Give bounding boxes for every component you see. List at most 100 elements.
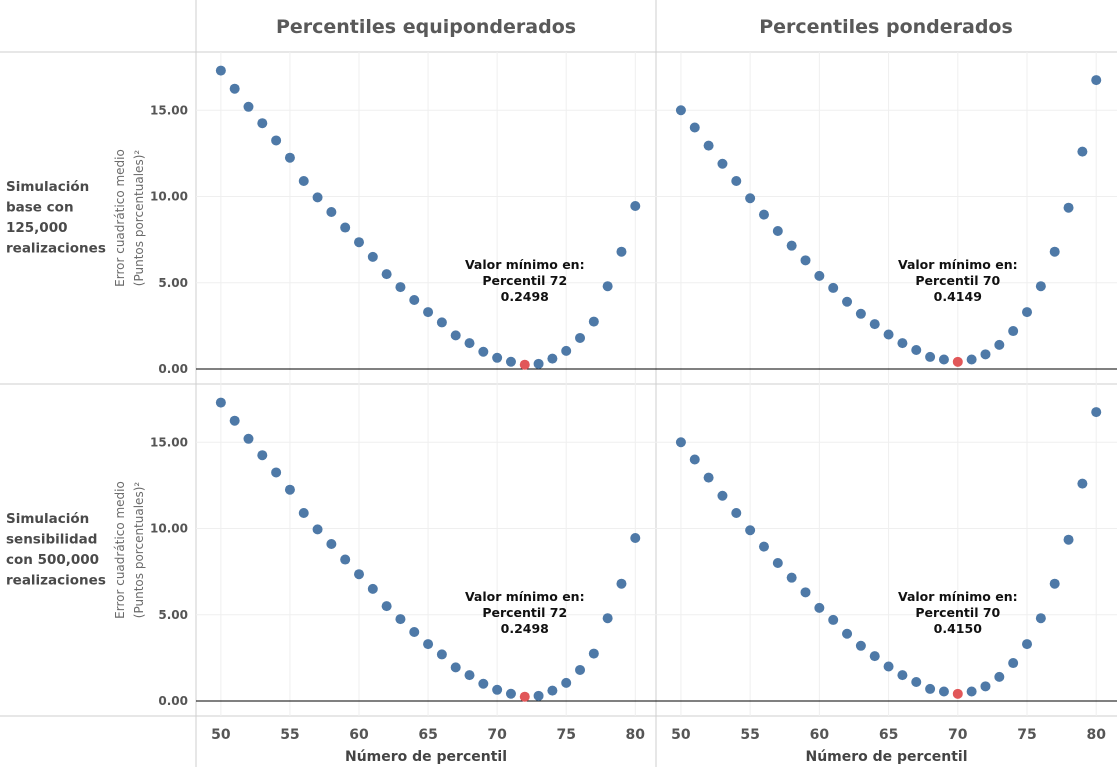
data-point xyxy=(312,192,323,203)
data-point xyxy=(423,639,434,650)
row-labels: Simulación base con 125,000 realizaciones Si… xyxy=(6,179,106,589)
minimum-point xyxy=(952,688,963,699)
data-point xyxy=(1049,578,1060,589)
data-point xyxy=(938,686,949,697)
data-point xyxy=(561,345,572,356)
data-point xyxy=(381,269,392,280)
data-point xyxy=(354,237,365,248)
data-point xyxy=(938,354,949,365)
y-tick-label: 0.00 xyxy=(158,362,188,376)
data-point xyxy=(215,65,226,76)
data-point xyxy=(800,255,811,266)
data-point xyxy=(409,627,420,637)
data-point xyxy=(561,677,572,688)
axes: 0.00 5.00 10.00 15.00 Error cuadrático medio… xyxy=(113,103,1117,765)
row-label-line: Simulación xyxy=(6,179,89,195)
data-point xyxy=(588,316,599,327)
data-point xyxy=(1049,246,1060,257)
minimum-annotation-line: Valor mínimo en: xyxy=(465,257,585,272)
data-point xyxy=(464,670,475,681)
row-label-line: realizaciones xyxy=(6,573,106,589)
x-axis-label: Número de percentil xyxy=(345,749,507,765)
data-point xyxy=(243,433,254,444)
y-tick-label: 15.00 xyxy=(150,103,188,117)
x-tick-label: 75 xyxy=(556,727,575,743)
minimum-point xyxy=(952,356,963,367)
data-point xyxy=(450,330,461,341)
minimum-annotation-line: Valor mínimo en: xyxy=(898,589,1018,604)
data-point xyxy=(925,683,936,694)
data-points xyxy=(215,65,1102,702)
data-point xyxy=(1077,146,1088,157)
data-point xyxy=(689,122,700,133)
data-point xyxy=(1022,639,1033,650)
data-point xyxy=(855,640,866,651)
minimum-annotation-line: Percentil 70 xyxy=(915,273,1000,288)
data-point xyxy=(869,651,880,662)
data-point xyxy=(505,356,516,367)
data-point xyxy=(1091,407,1102,418)
y-axis-unit-label: (Puntos porcentuales)² xyxy=(132,150,146,287)
row-label-line: realizaciones xyxy=(6,241,106,257)
data-point xyxy=(911,677,922,688)
minimum-annotation-line: Percentil 72 xyxy=(482,605,567,620)
y-tick-label: 0.00 xyxy=(158,694,188,708)
data-point xyxy=(842,296,853,307)
data-point xyxy=(630,200,641,211)
data-point xyxy=(547,353,558,364)
y-tick-label: 15.00 xyxy=(150,435,188,449)
data-point xyxy=(215,397,226,408)
minimum-annotation-line: 0.4149 xyxy=(934,289,982,304)
data-point xyxy=(828,614,839,625)
x-tick-label: 75 xyxy=(1017,727,1036,743)
data-point xyxy=(758,209,769,220)
row-label-line: 125,000 xyxy=(6,220,68,236)
data-point xyxy=(772,558,783,568)
data-point xyxy=(994,671,1005,682)
data-point xyxy=(395,614,406,625)
data-point xyxy=(533,690,544,701)
row-label-line: Simulación xyxy=(6,511,89,527)
column-header-equiponderados: Percentiles equiponderados xyxy=(276,16,576,38)
data-point xyxy=(758,541,769,552)
data-point xyxy=(464,338,475,349)
data-point xyxy=(312,524,323,535)
data-point xyxy=(492,684,503,695)
data-point xyxy=(602,613,613,624)
data-point xyxy=(257,450,268,461)
x-tick-label: 65 xyxy=(418,727,437,743)
data-point xyxy=(966,354,977,365)
data-point xyxy=(786,240,797,251)
data-point xyxy=(478,678,489,689)
data-point xyxy=(897,670,908,681)
data-point xyxy=(883,329,894,340)
x-tick-label: 70 xyxy=(487,727,507,743)
data-point xyxy=(340,222,351,233)
x-axis-label: Número de percentil xyxy=(805,749,967,765)
data-point xyxy=(703,140,714,151)
data-point xyxy=(367,251,378,262)
data-point xyxy=(492,352,503,363)
data-point xyxy=(1022,307,1033,318)
x-tick-label: 65 xyxy=(879,727,898,743)
data-point xyxy=(326,207,337,218)
data-point xyxy=(298,507,309,518)
data-point xyxy=(1077,478,1088,489)
data-point xyxy=(731,175,742,186)
data-point xyxy=(925,351,936,362)
data-point xyxy=(298,175,309,186)
data-point xyxy=(897,338,908,349)
x-tick-label: 80 xyxy=(1086,727,1106,743)
data-point xyxy=(354,569,365,580)
data-point xyxy=(772,226,783,236)
data-point xyxy=(717,158,728,169)
minimum-annotation-line: Percentil 72 xyxy=(482,273,567,288)
data-point xyxy=(994,339,1005,350)
data-point xyxy=(1063,202,1074,213)
data-point xyxy=(575,332,586,343)
row-label-line: base con xyxy=(6,200,74,216)
data-point xyxy=(1008,326,1019,337)
data-point xyxy=(689,454,700,465)
data-point xyxy=(450,662,461,673)
